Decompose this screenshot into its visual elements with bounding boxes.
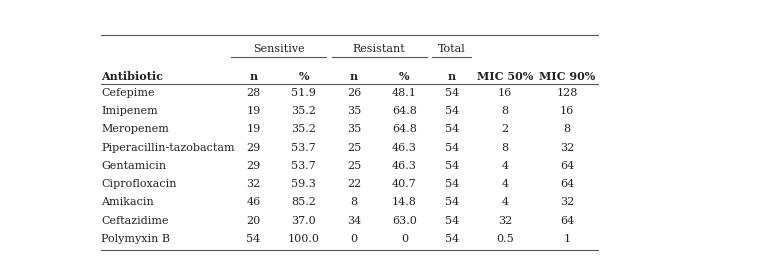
- Text: 8: 8: [563, 125, 571, 134]
- Text: 35.2: 35.2: [291, 125, 316, 134]
- Text: 54: 54: [445, 216, 459, 225]
- Text: 64.8: 64.8: [392, 106, 417, 116]
- Text: 32: 32: [246, 179, 261, 189]
- Text: 100.0: 100.0: [288, 234, 320, 244]
- Text: 26: 26: [347, 88, 361, 98]
- Text: 0.5: 0.5: [496, 234, 513, 244]
- Text: 53.7: 53.7: [291, 161, 316, 171]
- Text: n: n: [448, 71, 456, 82]
- Text: 34: 34: [347, 216, 361, 225]
- Text: 2: 2: [501, 125, 508, 134]
- Text: 59.3: 59.3: [291, 179, 316, 189]
- Text: 29: 29: [246, 161, 261, 171]
- Text: 28: 28: [246, 88, 261, 98]
- Text: 32: 32: [560, 197, 574, 207]
- Text: 54: 54: [445, 88, 459, 98]
- Text: Gentamicin: Gentamicin: [101, 161, 166, 171]
- Text: 54: 54: [445, 197, 459, 207]
- Text: Imipenem: Imipenem: [101, 106, 158, 116]
- Text: 40.7: 40.7: [392, 179, 417, 189]
- Text: 1: 1: [563, 234, 571, 244]
- Text: Resistant: Resistant: [353, 43, 406, 54]
- Text: 54: 54: [445, 161, 459, 171]
- Text: 8: 8: [350, 197, 358, 207]
- Text: 32: 32: [497, 216, 512, 225]
- Text: 54: 54: [445, 179, 459, 189]
- Text: MIC 90%: MIC 90%: [539, 71, 595, 82]
- Text: Ceftazidime: Ceftazidime: [101, 216, 169, 225]
- Text: 8: 8: [501, 106, 508, 116]
- Text: Ciprofloxacin: Ciprofloxacin: [101, 179, 177, 189]
- Text: Piperacillin-tazobactam: Piperacillin-tazobactam: [101, 143, 235, 153]
- Text: 63.0: 63.0: [392, 216, 417, 225]
- Text: 64: 64: [560, 161, 574, 171]
- Text: 35: 35: [347, 125, 361, 134]
- Text: MIC 50%: MIC 50%: [477, 71, 533, 82]
- Text: 19: 19: [246, 106, 261, 116]
- Text: Antibiotic: Antibiotic: [101, 71, 163, 82]
- Text: %: %: [399, 71, 410, 82]
- Text: Total: Total: [438, 43, 465, 54]
- Text: 53.7: 53.7: [291, 143, 316, 153]
- Text: 35.2: 35.2: [291, 106, 316, 116]
- Text: Cefepime: Cefepime: [101, 88, 155, 98]
- Text: 0: 0: [350, 234, 358, 244]
- Text: 128: 128: [556, 88, 578, 98]
- Text: 54: 54: [445, 125, 459, 134]
- Text: 4: 4: [501, 161, 508, 171]
- Text: 46.3: 46.3: [392, 143, 417, 153]
- Text: Sensitive: Sensitive: [253, 43, 304, 54]
- Text: 4: 4: [501, 197, 508, 207]
- Text: %: %: [298, 71, 309, 82]
- Text: 54: 54: [445, 106, 459, 116]
- Text: 54: 54: [445, 234, 459, 244]
- Text: Polymyxin B: Polymyxin B: [101, 234, 170, 244]
- Text: 64: 64: [560, 179, 574, 189]
- Text: 64: 64: [560, 216, 574, 225]
- Text: 32: 32: [560, 143, 574, 153]
- Text: 20: 20: [246, 216, 261, 225]
- Text: 51.9: 51.9: [291, 88, 316, 98]
- Text: 46: 46: [246, 197, 261, 207]
- Text: 16: 16: [560, 106, 574, 116]
- Text: 22: 22: [347, 179, 361, 189]
- Text: 4: 4: [501, 179, 508, 189]
- Text: n: n: [350, 71, 358, 82]
- Text: 35: 35: [347, 106, 361, 116]
- Text: 64.8: 64.8: [392, 125, 417, 134]
- Text: n: n: [250, 71, 258, 82]
- Text: 46.3: 46.3: [392, 161, 417, 171]
- Text: 85.2: 85.2: [291, 197, 316, 207]
- Text: 37.0: 37.0: [291, 216, 316, 225]
- Text: 25: 25: [347, 161, 361, 171]
- Text: 0: 0: [401, 234, 408, 244]
- Text: 14.8: 14.8: [392, 197, 417, 207]
- Text: 54: 54: [246, 234, 261, 244]
- Text: 48.1: 48.1: [392, 88, 417, 98]
- Text: Meropenem: Meropenem: [101, 125, 169, 134]
- Text: 16: 16: [497, 88, 512, 98]
- Text: 54: 54: [445, 143, 459, 153]
- Text: 8: 8: [501, 143, 508, 153]
- Text: 29: 29: [246, 143, 261, 153]
- Text: 19: 19: [246, 125, 261, 134]
- Text: 25: 25: [347, 143, 361, 153]
- Text: Amikacin: Amikacin: [101, 197, 154, 207]
